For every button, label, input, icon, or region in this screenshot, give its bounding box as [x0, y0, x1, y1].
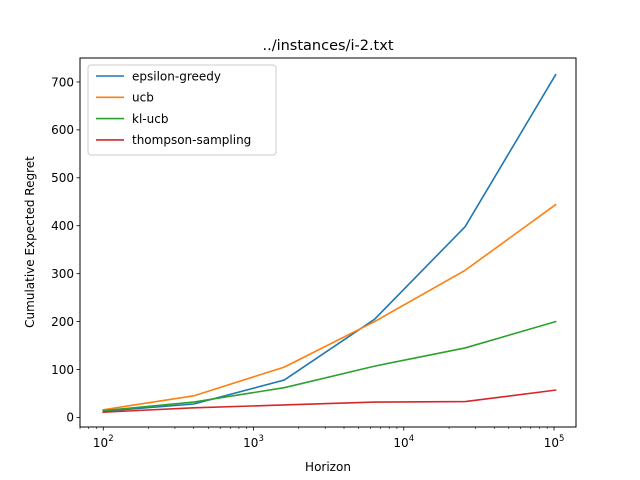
plot-frame — [79, 57, 577, 428]
x-tick-label: 105 — [544, 434, 565, 450]
x-tick-label: 104 — [393, 434, 414, 450]
y-tick-label: 500 — [51, 171, 74, 185]
legend-label: thompson-sampling — [132, 133, 251, 147]
y-tick-label: 200 — [51, 315, 74, 329]
y-tick-label: 0 — [66, 411, 74, 425]
legend-label: ucb — [132, 91, 154, 105]
chart-title: ../instances/i-2.txt — [262, 38, 393, 54]
series-line-ucb — [102, 203, 557, 411]
x-axis-label: Horizon — [305, 460, 351, 474]
y-tick-label: 100 — [51, 363, 74, 377]
legend: epsilon-greedy ucb kl-ucb thompson-sampling — [87, 64, 277, 156]
series-line-kl-ucb — [102, 320, 557, 412]
series-line-epsilon-greedy — [102, 73, 557, 413]
legend-label: kl-ucb — [132, 112, 168, 126]
y-tick-label: 600 — [51, 123, 74, 137]
x-tick-label: 103 — [243, 434, 264, 450]
series-layer — [102, 73, 557, 413]
series-line-thompson-sampling — [102, 389, 557, 413]
y-tick-label: 300 — [51, 267, 74, 281]
y-axis-label: Cumulative Expected Regret — [23, 156, 37, 328]
y-tick-label: 700 — [51, 75, 74, 89]
y-tick-label: 400 — [51, 219, 74, 233]
legend-box — [87, 64, 277, 156]
legend-label: epsilon-greedy — [132, 69, 221, 83]
x-tick-label: 102 — [93, 434, 114, 450]
ticks-layer: 0 100 200 300 400 500 600 700 102 103 104 105 — [51, 75, 564, 450]
